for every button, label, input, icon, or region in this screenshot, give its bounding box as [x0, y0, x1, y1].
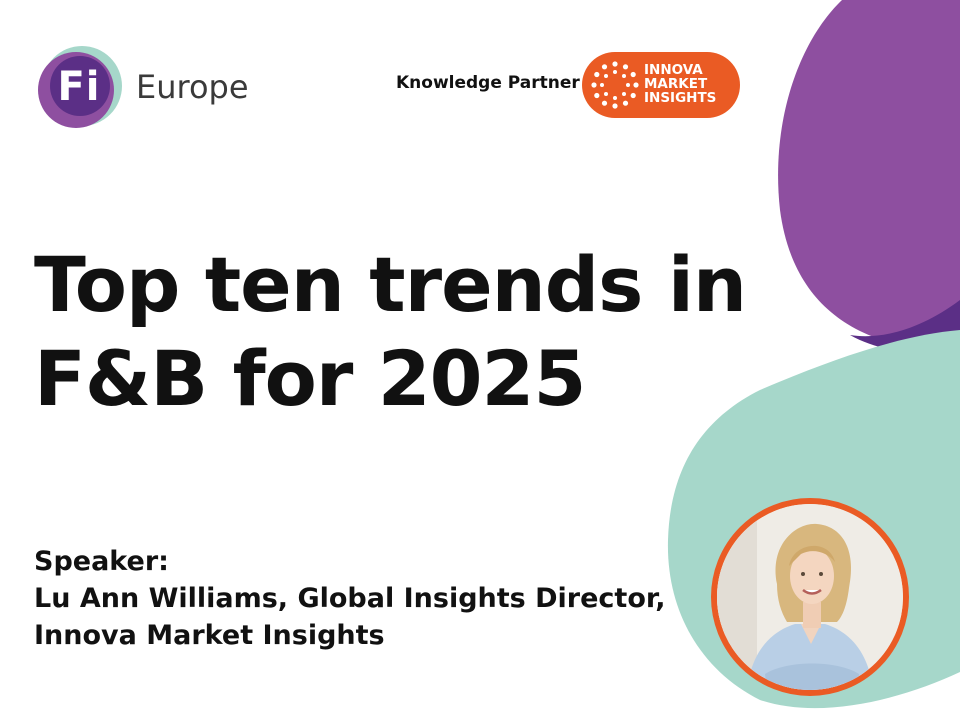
knowledge-partner-label: Knowledge Partner — [396, 73, 580, 93]
speaker-info: Speaker: Lu Ann Williams, Global Insight… — [34, 543, 666, 654]
speaker-portrait-icon — [717, 504, 903, 690]
title-line-2: F&B for 2025 — [34, 334, 586, 423]
presentation-title: Top ten trends in F&B for 2025 — [34, 238, 747, 426]
innova-logo-text: INNOVA MARKET INSIGHTS — [644, 63, 716, 105]
innova-dots-icon — [591, 61, 639, 109]
fi-europe-logo: Fi Europe — [34, 42, 264, 132]
speaker-photo — [711, 498, 909, 696]
speaker-heading: Speaker: — [34, 546, 169, 577]
purple-blob — [778, 0, 960, 352]
innova-line-1: INNOVA — [644, 62, 703, 78]
innova-line-2: MARKET — [644, 76, 708, 92]
innova-logo: INNOVA MARKET INSIGHTS — [582, 52, 740, 118]
title-line-1: Top ten trends in — [34, 240, 747, 329]
logo-wordmark: Europe — [136, 68, 249, 106]
speaker-company: Innova Market Insights — [34, 620, 385, 651]
fi-logo-icon — [38, 46, 122, 128]
logo-mark-text: Fi — [57, 64, 101, 110]
speaker-name-role: Lu Ann Williams, Global Insights Directo… — [34, 583, 666, 614]
innova-line-3: INSIGHTS — [644, 90, 717, 106]
